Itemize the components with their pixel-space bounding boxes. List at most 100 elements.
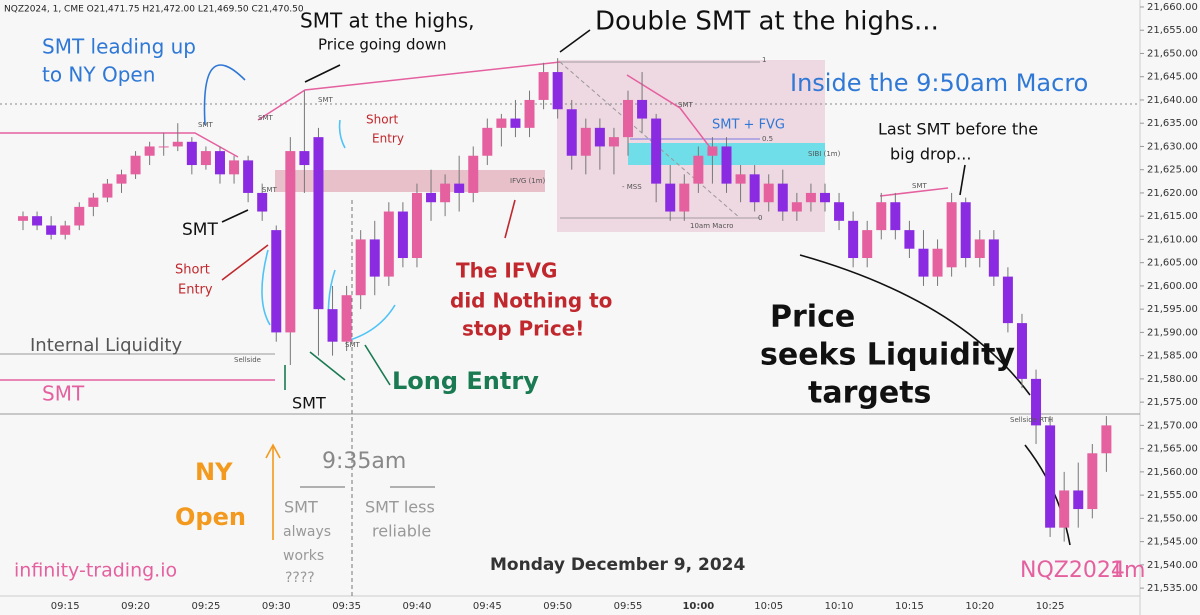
candle-body <box>538 72 549 100</box>
annotation: SMT at the highs, <box>300 9 475 33</box>
smt-line <box>0 132 239 158</box>
candle-body <box>918 248 929 277</box>
y-tick-label: 21,540.00 <box>1147 560 1198 571</box>
candle-body <box>426 192 437 203</box>
candle-body <box>848 220 859 259</box>
x-tick-label: 09:35 <box>332 601 361 612</box>
annotation: Price going down <box>318 36 447 54</box>
candle-body <box>862 230 873 259</box>
annotation: big drop... <box>890 145 971 164</box>
y-tick-label: 21,640.00 <box>1147 95 1198 106</box>
y-tick-label: 21,600.00 <box>1147 281 1198 292</box>
annotation: SMT <box>292 394 326 413</box>
y-tick-label: 21,535.00 <box>1147 583 1198 594</box>
candle-body <box>482 127 493 156</box>
x-tick-label: 10:05 <box>754 601 783 612</box>
candle-body <box>834 202 845 221</box>
candle-body <box>721 146 732 184</box>
candle-body <box>46 225 57 235</box>
candle-body <box>876 202 887 231</box>
candle-body <box>580 127 591 156</box>
candle-body <box>651 118 662 184</box>
annotation: Short <box>366 113 398 127</box>
candle-body <box>200 151 211 166</box>
x-tick-label: 09:20 <box>121 601 150 612</box>
candle-body <box>1087 453 1098 510</box>
candle-body <box>974 239 985 259</box>
candle-body <box>186 141 197 166</box>
candle-body <box>665 183 676 212</box>
x-tick-label: 10:15 <box>895 601 924 612</box>
candle-body <box>355 239 366 296</box>
candle-body <box>693 155 704 184</box>
annotation: Last SMT before the <box>878 120 1038 139</box>
candle-body <box>271 230 282 333</box>
candle-body <box>1059 490 1070 528</box>
candle-body <box>285 151 296 333</box>
y-tick-label: 21,570.00 <box>1147 420 1198 431</box>
candle-body <box>763 183 774 203</box>
y-tick-label: 21,650.00 <box>1147 48 1198 59</box>
y-tick-label: 21,560.00 <box>1147 467 1198 478</box>
y-tick-label: 21,655.00 <box>1147 25 1198 36</box>
y-tick-label: 21,590.00 <box>1147 327 1198 338</box>
indicator-label: SMT <box>345 341 360 349</box>
candle-body <box>60 225 71 235</box>
y-tick-label: 21,645.00 <box>1147 72 1198 83</box>
candle-body <box>679 183 690 212</box>
indicator-label: 10am Macro <box>690 222 733 230</box>
candle-body <box>510 118 521 128</box>
candle-body <box>257 192 268 212</box>
y-tick-label: 21,550.00 <box>1147 513 1198 524</box>
candle-body <box>383 211 394 277</box>
indicator-label: IFVG (1m) <box>510 177 546 185</box>
candle-body <box>397 211 408 259</box>
y-tick-label: 21,580.00 <box>1147 374 1198 385</box>
candle-body <box>496 118 507 128</box>
indicator-label: Sellside RTH <box>1010 416 1053 424</box>
annotation: did Nothing to <box>450 289 612 313</box>
candle-body <box>524 99 535 128</box>
annotation: Price <box>770 300 855 335</box>
candle-body <box>1045 425 1056 528</box>
indicator-label: SIBI (1m) <box>808 150 841 158</box>
x-tick-label: 10:20 <box>965 601 994 612</box>
indicator-label: 0.5 <box>762 135 773 143</box>
candle-body <box>637 99 648 119</box>
watermark: infinity-trading.io <box>14 560 177 582</box>
annotation: Entry <box>178 283 213 298</box>
candle-body <box>946 202 957 268</box>
x-tick-label: 09:15 <box>51 601 80 612</box>
header: NQZ2024, 1, CME O21,471.75 H21,472.00 L2… <box>4 5 304 15</box>
annotation: ???? <box>285 570 315 586</box>
x-tick-label: 09:55 <box>614 601 643 612</box>
candle-body <box>552 72 563 110</box>
candle-body <box>313 137 324 310</box>
candle-body <box>158 146 169 148</box>
smt-line <box>879 187 949 197</box>
candle-body <box>1031 378 1042 426</box>
y-tick-label: 21,565.00 <box>1147 444 1198 455</box>
candle-body <box>932 248 943 277</box>
annotation: seeks Liquidity <box>760 338 1015 373</box>
indicator-label: SMT <box>318 96 333 104</box>
indicator-label: - MSS <box>622 183 642 191</box>
candle-body <box>819 192 830 203</box>
candle-body <box>791 202 802 212</box>
smt-line <box>626 74 713 151</box>
annotation: works <box>283 548 324 564</box>
annotation: reliable <box>372 522 431 541</box>
x-tick-label: 10:00 <box>682 601 714 612</box>
indicator-label: 1 <box>762 56 766 64</box>
candle-body <box>369 239 380 277</box>
x-tick-label: 09:40 <box>403 601 432 612</box>
indicator-label: 0 <box>758 214 762 222</box>
y-tick-label: 21,635.00 <box>1147 118 1198 129</box>
watermark: Monday December 9, 2024 <box>490 555 745 575</box>
y-tick-label: 21,605.00 <box>1147 258 1198 269</box>
annotation: The IFVG <box>456 259 557 283</box>
annotation: Short <box>175 263 210 278</box>
candle-body <box>735 174 746 184</box>
x-tick-label: 09:25 <box>191 601 220 612</box>
